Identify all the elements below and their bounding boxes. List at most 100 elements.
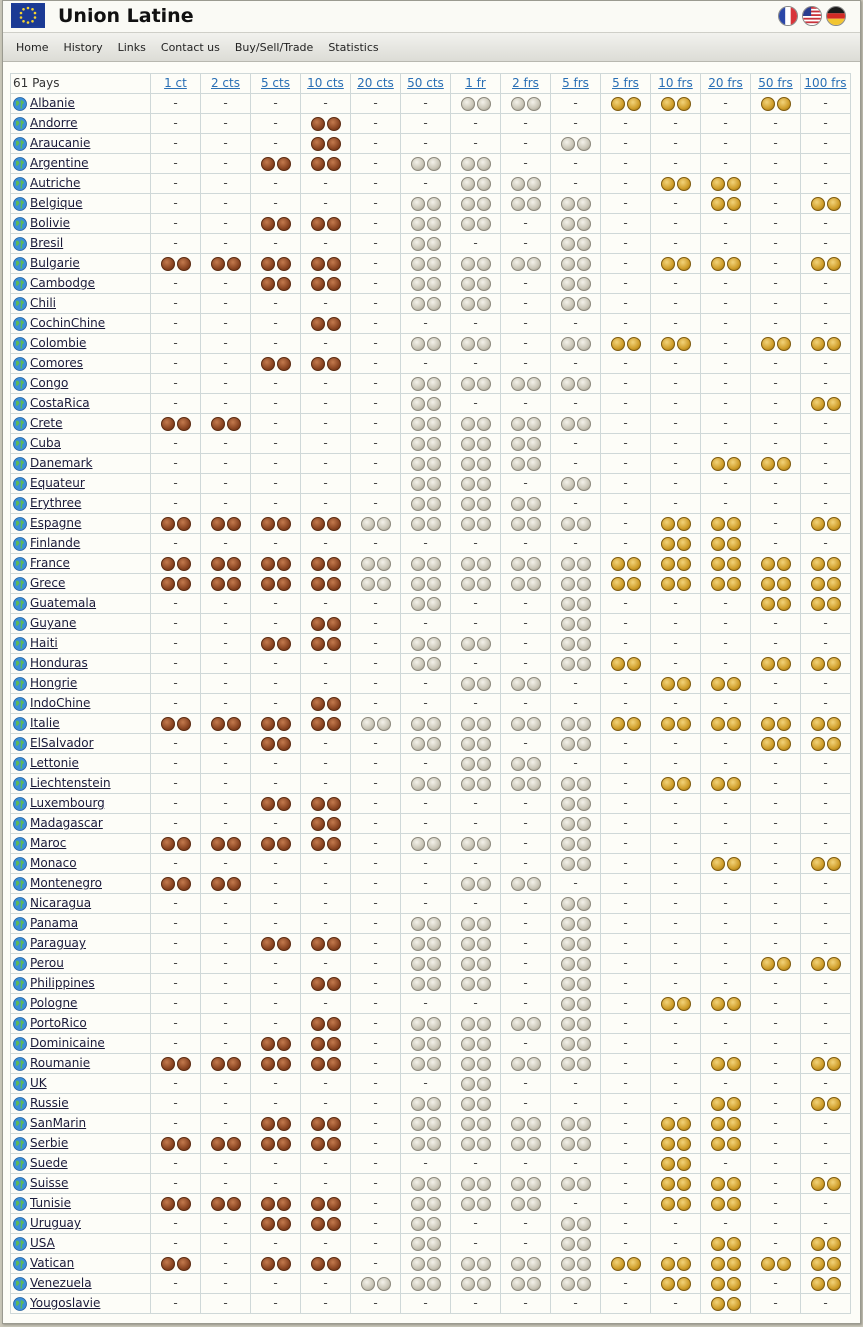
country-link[interactable]: Bolivie [30,216,71,230]
country-link[interactable]: PortoRico [30,1016,87,1030]
column-header-link[interactable]: 5 cts [260,76,290,90]
flag-fr-icon[interactable] [778,6,798,26]
country-link[interactable]: France [30,556,70,570]
country-link[interactable]: Pologne [30,996,78,1010]
country-link[interactable]: Comores [30,356,84,370]
column-header-link[interactable]: 100 frs [804,76,847,90]
coin-cell [700,1233,751,1254]
silver-coin-icon [476,256,491,271]
dash: - [673,396,678,410]
column-header-link[interactable]: 50 cts [407,76,444,90]
country-link[interactable]: Bulgarie [30,256,80,270]
nav-history[interactable]: History [63,40,103,54]
eu-flag-icon[interactable] [11,3,45,28]
country-link[interactable]: Espagne [30,516,82,530]
country-link[interactable]: ElSalvador [30,736,94,750]
bronze-coin-icon [310,836,325,851]
country-link[interactable]: Serbie [30,1136,69,1150]
country-cell: Guyane [10,613,151,634]
country-link[interactable]: Dominicaine [30,1036,105,1050]
country-link[interactable]: Chili [30,296,56,310]
country-link[interactable]: Bresil [30,236,64,250]
country-link[interactable]: Honduras [30,656,88,670]
country-link[interactable]: Yougoslavie [30,1296,101,1310]
country-link[interactable]: Venezuela [30,1276,92,1290]
country-link[interactable]: Belgique [30,196,83,210]
country-link[interactable]: Haiti [30,636,58,650]
column-header-link[interactable]: 20 frs [708,76,743,90]
country-link[interactable]: Paraguay [30,936,87,950]
country-link[interactable]: Guyane [30,616,77,630]
country-link[interactable]: Panama [30,916,79,930]
column-header-link[interactable]: 5 frs [612,76,639,90]
country-link[interactable]: Albanie [30,96,75,110]
country-link[interactable]: Philippines [30,976,95,990]
coin-cell [550,1033,601,1054]
country-link[interactable]: Equateur [30,476,85,490]
nav-buy-sell-trade[interactable]: Buy/Sell/Trade [234,40,314,54]
country-link[interactable]: Nicaragua [30,896,92,910]
country-link[interactable]: Erythree [30,496,82,510]
country-link[interactable]: Crete [30,416,63,430]
country-link[interactable]: USA [30,1236,55,1250]
flag-de-icon[interactable] [826,6,846,26]
country-link[interactable]: Andorre [30,116,78,130]
column-header-link[interactable]: 2 frs [512,76,539,90]
nav-contact[interactable]: Contact us [160,40,220,54]
country-link[interactable]: Hongrie [30,676,78,690]
coin-cell [300,553,351,574]
country-link[interactable]: Danemark [30,456,93,470]
country-link[interactable]: Uruguay [30,1216,81,1230]
country-link[interactable]: UK [30,1076,47,1090]
country-link[interactable]: IndoChine [30,696,91,710]
empty-cell: - [800,933,851,954]
column-header-link[interactable]: 20 cts [357,76,394,90]
country-link[interactable]: Grece [30,576,66,590]
empty-cell: - [300,533,351,554]
country-link[interactable]: Cambodge [30,276,95,290]
country-link[interactable]: Vatican [30,1256,75,1270]
empty-cell: - [800,133,851,154]
country-link[interactable]: Autriche [30,176,81,190]
column-header-link[interactable]: 5 frs [562,76,589,90]
dash: - [173,196,178,210]
coin-cell [700,1113,751,1134]
column-header-link[interactable]: 10 cts [307,76,344,90]
column-header-link[interactable]: 1 ct [164,76,187,90]
nav-links[interactable]: Links [117,40,146,54]
column-header-link[interactable]: 1 fr [465,76,486,90]
nav-home[interactable]: Home [16,40,49,54]
country-link[interactable]: Russie [30,1096,69,1110]
country-link[interactable]: Luxembourg [30,796,105,810]
column-header-link[interactable]: 50 frs [758,76,793,90]
country-link[interactable]: SanMarin [30,1116,87,1130]
flag-us-icon[interactable] [802,6,822,26]
country-link[interactable]: Montenegro [30,876,103,890]
country-link[interactable]: Suisse [30,1176,69,1190]
column-header-link[interactable]: 2 cts [210,76,240,90]
country-link[interactable]: CochinChine [30,316,106,330]
country-link[interactable]: Tunisie [30,1196,72,1210]
nav-statistics[interactable]: Statistics [328,40,379,54]
table-row: Panama - - - - - - - - - - - [10,913,851,934]
country-link[interactable]: Suede [30,1156,68,1170]
country-link[interactable]: Liechtenstein [30,776,111,790]
country-link[interactable]: Argentine [30,156,89,170]
country-link[interactable]: Lettonie [30,756,79,770]
country-link[interactable]: Araucanie [30,136,91,150]
country-link[interactable]: Perou [30,956,64,970]
country-link[interactable]: Congo [30,376,69,390]
country-link[interactable]: Finlande [30,536,81,550]
country-link[interactable]: Roumanie [30,1056,91,1070]
country-link[interactable]: Maroc [30,836,67,850]
country-link[interactable]: Cuba [30,436,61,450]
country-link[interactable]: Italie [30,716,60,730]
country-link[interactable]: CostaRica [30,396,90,410]
country-link[interactable]: Colombie [30,336,87,350]
dash: - [423,536,428,550]
country-link[interactable]: Madagascar [30,816,103,830]
column-header-link[interactable]: 10 frs [658,76,693,90]
country-link[interactable]: Guatemala [30,596,97,610]
coin-cell [550,953,601,974]
country-link[interactable]: Monaco [30,856,77,870]
